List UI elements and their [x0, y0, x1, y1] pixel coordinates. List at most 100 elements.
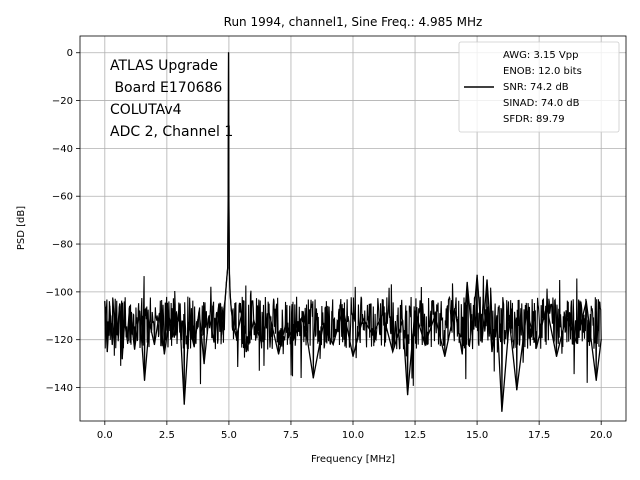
- psd-data-point: [213, 341, 215, 343]
- psd-data-point: [106, 351, 108, 353]
- psd-data-point: [198, 310, 200, 312]
- x-tick-label: 10.0: [342, 430, 364, 441]
- psd-data-point: [229, 293, 231, 295]
- psd-data-point: [173, 336, 175, 338]
- x-tick-label: 12.5: [404, 430, 426, 441]
- psd-data-point: [193, 346, 195, 348]
- legend-line-5: SFDR: 89.79: [503, 114, 565, 125]
- psd-data-point: [454, 308, 456, 310]
- psd-data-point: [138, 310, 141, 312]
- y-axis: 0 −20 −40 −60 −80 −100 −120 −140: [46, 48, 80, 394]
- psd-data-point: [444, 355, 446, 358]
- y-tick-label: −20: [52, 96, 73, 107]
- psd-data-point: [268, 310, 270, 312]
- psd-data-point: [342, 308, 344, 310]
- psd-data-point: [245, 351, 247, 353]
- psd-data-point: [223, 308, 225, 310]
- psd-data-point: [362, 317, 364, 319]
- psd-data-point: [224, 298, 226, 300]
- annotation-box: ATLAS Upgrade Board E170686 COLUTAv4 ADC…: [110, 58, 233, 140]
- psd-data-point: [124, 319, 126, 322]
- psd-data-point: [595, 379, 597, 381]
- psd-data-point: [227, 195, 229, 197]
- chart-title: Run 1994, channel1, Sine Freq.: 4.985 MH…: [224, 15, 483, 29]
- psd-data-point: [372, 334, 374, 336]
- psd-data-point: [163, 353, 165, 355]
- psd-data-point: [585, 300, 587, 303]
- psd-data-point: [153, 343, 156, 346]
- annotation-line-2: Board E170686: [110, 80, 222, 96]
- psd-noise-trace: [104, 52, 602, 412]
- x-axis: 0.0 2.5 5.0 7.5 10.0 12.5 15.0 17.5 20.0: [97, 421, 612, 441]
- psd-data-point: [109, 305, 111, 307]
- grid: [80, 36, 626, 421]
- psd-data-point: [392, 351, 394, 353]
- psd-data-point: [225, 281, 228, 283]
- psd-data-point: [114, 315, 116, 317]
- x-tick-label: 15.0: [466, 430, 488, 441]
- psd-data-point: [277, 353, 280, 355]
- psd-data-point: [158, 312, 161, 314]
- x-tick-label: 17.5: [528, 430, 550, 441]
- psd-data-point: [292, 339, 295, 341]
- psd-data-point: [220, 334, 223, 336]
- y-tick-label: −100: [46, 287, 73, 298]
- psd-data-point: [129, 305, 131, 307]
- psd-data-point: [143, 379, 146, 381]
- psd-data-point: [352, 355, 354, 358]
- psd-data-point: [240, 315, 242, 317]
- legend-line-2: ENOB: 12.0 bits: [503, 66, 582, 77]
- psd-data-point: [536, 346, 538, 348]
- psd-data-point: [230, 310, 232, 312]
- psd-data-point: [407, 394, 409, 396]
- legend: AWG: 3.15 Vpp ENOB: 12.0 bits SNR: 74.2 …: [458, 41, 620, 133]
- psd-data-point: [233, 327, 235, 329]
- x-tick-label: 2.5: [159, 430, 175, 441]
- psd-data-point: [526, 310, 528, 312]
- psd-data-point: [402, 319, 404, 322]
- psd-data-point: [260, 341, 262, 343]
- psd-data-point: [228, 200, 230, 202]
- legend-line-4: SINAD: 74.0 dB: [503, 98, 580, 109]
- psd-data-point: [188, 324, 190, 326]
- psd-data-point: [208, 315, 210, 317]
- psd-data-point: [183, 403, 185, 405]
- x-axis-label: Frequency [MHz]: [311, 454, 395, 465]
- x-tick-label: 0.0: [97, 430, 113, 441]
- series-layer: [104, 52, 602, 413]
- legend-line-3: SNR: 74.2 dB: [503, 82, 569, 93]
- psd-data-point: [516, 389, 518, 391]
- psd-data-point: [565, 315, 568, 317]
- psd-data-point: [227, 267, 229, 269]
- legend-box: [458, 41, 620, 133]
- y-tick-label: −140: [46, 383, 73, 394]
- y-tick-label: −120: [46, 335, 73, 346]
- psd-data-point: [496, 315, 498, 317]
- psd-data-point: [600, 339, 602, 341]
- psd-data-point: [555, 355, 558, 358]
- annotation-line-1: ATLAS Upgrade: [110, 58, 218, 74]
- psd-data-point: [481, 341, 483, 343]
- y-tick-label: −40: [52, 144, 73, 155]
- psd-data-point: [178, 308, 180, 310]
- y-tick-label: 0: [67, 48, 73, 59]
- psd-data-point: [148, 322, 151, 324]
- psd-data-point: [424, 343, 426, 346]
- psd-data-point: [168, 317, 170, 319]
- x-tick-label: 5.0: [221, 430, 237, 441]
- psd-data-point: [491, 351, 493, 353]
- psd-data-point: [332, 343, 334, 346]
- psd-data-point: [111, 343, 113, 346]
- psd-data-point: [285, 322, 287, 324]
- psd-data-point: [471, 334, 473, 336]
- x-tick-label: 20.0: [590, 430, 612, 441]
- psd-data-point: [235, 336, 237, 338]
- psd-data-point: [218, 303, 220, 305]
- psd-data-point: [134, 348, 136, 350]
- psd-data-point: [434, 315, 436, 317]
- y-axis-label: PSD [dB]: [16, 206, 27, 250]
- x-tick-label: 7.5: [283, 430, 299, 441]
- psd-data-point: [253, 319, 255, 322]
- psd-data-point: [501, 410, 503, 413]
